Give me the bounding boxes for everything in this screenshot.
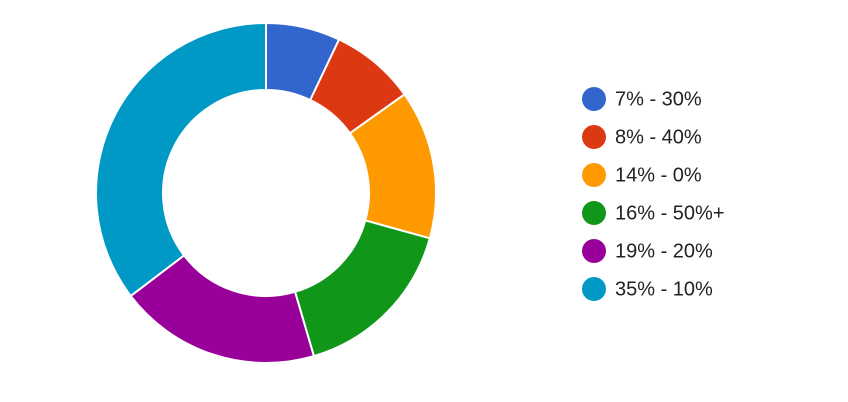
legend-label: 16% - 50%+ xyxy=(615,202,725,224)
legend-label: 14% - 0% xyxy=(615,164,702,186)
legend-label: 8% - 40% xyxy=(615,126,702,148)
legend-label: 35% - 10% xyxy=(615,278,713,300)
legend-marker xyxy=(582,277,606,301)
legend-marker xyxy=(582,163,606,187)
legend-marker xyxy=(582,87,606,111)
legend-marker xyxy=(582,239,606,263)
legend-label: 19% - 20% xyxy=(615,240,713,262)
slice xyxy=(293,219,432,358)
legend-marker xyxy=(582,125,606,149)
slice xyxy=(95,21,267,298)
legend-label: 7% - 30% xyxy=(615,88,702,110)
legend-marker xyxy=(582,201,606,225)
